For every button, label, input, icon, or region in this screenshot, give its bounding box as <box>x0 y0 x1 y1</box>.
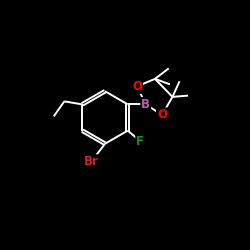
Text: B: B <box>141 98 150 111</box>
Text: O: O <box>132 80 142 93</box>
Text: F: F <box>136 134 144 147</box>
Text: O: O <box>157 108 167 122</box>
Text: Br: Br <box>84 155 99 168</box>
